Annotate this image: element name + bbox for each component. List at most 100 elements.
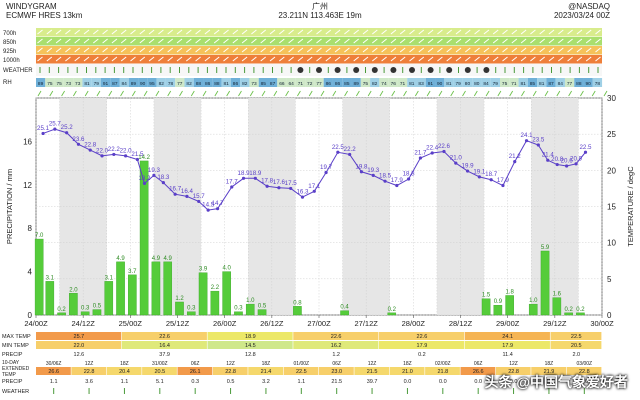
precip-bar xyxy=(222,271,231,316)
rh-value: 90 xyxy=(140,81,146,87)
temperature-point xyxy=(197,199,201,204)
wind-barb-icon xyxy=(530,29,536,35)
left-tick-label: 4 xyxy=(28,268,33,277)
right-tick-label: 30 xyxy=(607,94,616,103)
extended-temp-cell xyxy=(212,367,248,375)
min-temp-value: 22.0 xyxy=(74,343,85,349)
extended-time: 01/00Z xyxy=(294,361,310,367)
min-temp-label: MIN TEMP xyxy=(2,343,29,349)
extended-temp-cell xyxy=(142,367,177,375)
rh-cell xyxy=(462,78,473,87)
min-temp-value: 14.5 xyxy=(245,343,256,349)
rh-value: 71 xyxy=(298,81,304,87)
max-temp-cell xyxy=(36,332,122,340)
wind-barb-icon xyxy=(74,29,81,35)
rh-value: 81 xyxy=(539,81,545,87)
rh-value: 91 xyxy=(103,81,109,87)
wind-barb-icon xyxy=(223,38,229,44)
location-info: 广州 23.211N 113.463E 19m xyxy=(0,2,640,20)
temperature-label: 25.2 xyxy=(61,124,74,131)
wind-barb-icon xyxy=(539,38,546,44)
temperature-label: 18.9 xyxy=(238,170,251,177)
right-tick-label: 25 xyxy=(607,130,616,139)
rh-cell xyxy=(240,78,250,87)
wind-barb-icon xyxy=(306,38,313,44)
precip-bar xyxy=(80,311,90,316)
temperature-label: 17.9 xyxy=(497,177,510,184)
temperature-point xyxy=(383,179,387,183)
x-tick-label: 28/00Z xyxy=(402,319,426,328)
temperature-point xyxy=(206,208,210,212)
wind-level-label: 850h xyxy=(3,40,16,46)
wind-barb-icon xyxy=(55,56,62,62)
temperature-label: 24.1 xyxy=(521,132,534,139)
precip-bar xyxy=(69,293,78,316)
precip-label: 2.0 xyxy=(69,287,78,293)
wind-barb-icon xyxy=(74,47,81,53)
temperature-point xyxy=(371,173,375,177)
rh-cell xyxy=(119,78,129,87)
wind-barb-icon xyxy=(557,47,564,53)
rh-cell xyxy=(147,78,157,87)
wind-barb-icon xyxy=(120,29,127,35)
wind-barb-icon xyxy=(37,56,43,62)
precip-label: 1.0 xyxy=(246,298,255,304)
wind-barb-icon xyxy=(74,56,81,62)
rh-value: 79 xyxy=(94,81,100,87)
wind-barb-icon xyxy=(139,56,146,62)
rh-cell xyxy=(165,78,176,87)
wind-barb-icon xyxy=(213,47,220,53)
wind-barb-icon xyxy=(567,38,573,44)
precip-bar xyxy=(387,312,397,316)
wind-barb-icon xyxy=(111,38,118,44)
extended-time: 12Z xyxy=(509,361,518,367)
precip-bar xyxy=(564,312,573,316)
wind-level-label: 700h xyxy=(3,31,16,37)
rh-cell xyxy=(128,78,139,87)
precip-label: 0.2 xyxy=(57,307,66,313)
wind-barb-icon xyxy=(576,38,583,44)
wind-barb-icon xyxy=(278,29,285,35)
extended-temp: 21.9 xyxy=(544,369,555,375)
wind-barb-icon xyxy=(585,29,592,35)
surface-wind-arrow-icon xyxy=(179,90,183,97)
wind-barb-icon xyxy=(111,29,118,35)
surface-wind-arrow-icon xyxy=(155,90,160,97)
precip-bar xyxy=(340,310,349,316)
precip-label: 5.9 xyxy=(541,245,550,251)
rh-value: 78 xyxy=(168,81,174,87)
surface-wind-arrow-icon xyxy=(190,90,195,97)
precip-label: 1.8 xyxy=(505,289,514,295)
left-axis-label: PRECIPITATION / mm xyxy=(5,169,14,244)
extended-precip: 1.1 xyxy=(50,379,58,385)
wind-barb-icon xyxy=(316,47,322,53)
temperature-point xyxy=(230,185,234,189)
temperature-point xyxy=(124,154,128,158)
surface-wind-arrow-icon xyxy=(49,90,54,97)
cloud-icon xyxy=(446,67,453,73)
wind-barb-icon xyxy=(492,38,499,44)
wind-barb-icon xyxy=(567,56,573,62)
wind-barb-icon xyxy=(334,47,341,53)
wind-barb-icon xyxy=(371,47,378,53)
extended-precip: 39.7 xyxy=(367,379,378,385)
wind-barb-icon xyxy=(418,56,425,62)
wind-barb-icon xyxy=(176,47,183,53)
temperature-label: 19.9 xyxy=(462,163,475,170)
wind-barb-icon xyxy=(502,29,508,35)
right-tick-label: 10 xyxy=(607,239,616,248)
temperature-label: 20.8 xyxy=(551,156,564,163)
extended-precip: 0.3 xyxy=(191,379,199,385)
rh-cell xyxy=(212,78,222,87)
precip-bar xyxy=(505,295,514,316)
wind-barb-icon xyxy=(288,56,294,62)
wind-barb-icon xyxy=(437,38,443,44)
wind-barb-icon xyxy=(492,29,499,35)
wind-barb-icon xyxy=(120,56,127,62)
precip-bar xyxy=(45,281,55,316)
rh-cell xyxy=(36,78,46,87)
rh-cell xyxy=(574,78,584,87)
source-info: @NASDAQ 2023/03/24 00Z xyxy=(554,2,610,20)
temperature-label: 21.4 xyxy=(542,152,555,159)
wind-barb-icon xyxy=(325,38,332,44)
